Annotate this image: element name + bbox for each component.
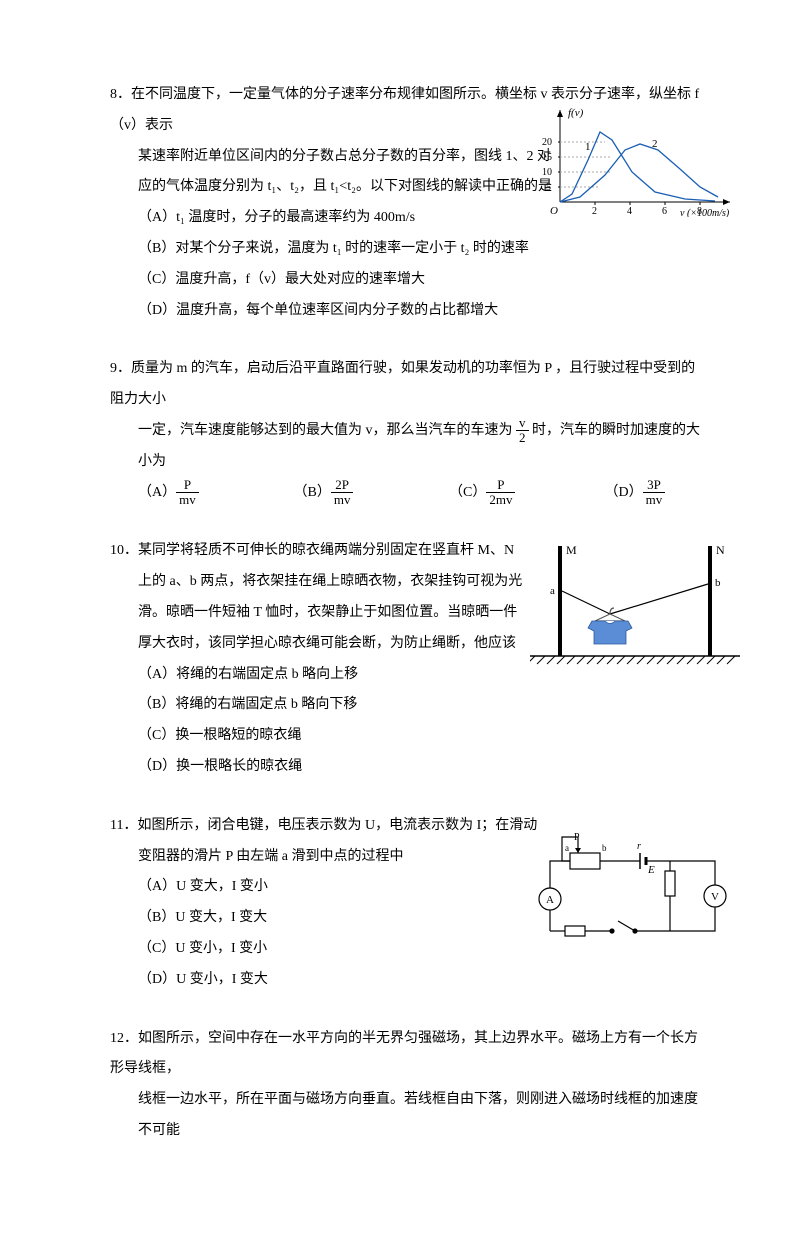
q11-optD: （D）U 变小，I 变大 [110, 965, 700, 996]
svg-text:r: r [637, 841, 641, 852]
q8-chart: 1 2 5 10 15 20 2 4 6 8 O f(v) v (×100m/s… [540, 102, 740, 217]
q9-text1: 质量为 m 的汽车，启动后沿平直路面行驶，如果发动机的功率恒为 P ，且行驶过程… [110, 361, 695, 407]
q8-optC: （C）温度升高，f（v）最大处对应的速率增大 [110, 265, 700, 296]
svg-text:E: E [647, 864, 655, 876]
svg-text:a: a [565, 843, 569, 853]
svg-text:10: 10 [542, 167, 552, 178]
svg-text:V: V [711, 891, 719, 903]
q9-optB: （B）2Pmv [294, 478, 390, 509]
svg-text:2: 2 [592, 206, 597, 217]
q8-optB: （B）对某个分子来说，温度为 t₁ 时的速率一定小于 t₂ 时的速率 [110, 234, 700, 265]
q10-num: 10． [110, 543, 138, 558]
q9-line2: 一定，汽车速度能够达到的最大值为 v，那么当汽车的车速为 v2 时，汽车的瞬时加… [110, 416, 700, 478]
q9-optD: （D）3Pmv [605, 478, 701, 509]
svg-text:f(v): f(v) [568, 107, 584, 119]
question-11: 11．如图所示，闭合电键，电压表示数为 U，电流表示数为 I；在滑动 变阻器的滑… [110, 811, 700, 996]
q12-text2: 线框一边水平，所在平面与磁场方向垂直。若线框自由下落，则刚进入磁场时线框的加速度… [110, 1085, 700, 1147]
svg-text:4: 4 [627, 206, 632, 217]
svg-text:M: M [566, 543, 577, 557]
svg-text:6: 6 [662, 206, 667, 217]
q9-optA: （A）Pmv [138, 478, 234, 509]
curve2-label: 2 [652, 138, 658, 150]
q8-num: 8． [110, 87, 131, 102]
svg-text:20: 20 [542, 137, 552, 148]
q11-num: 11． [110, 818, 137, 833]
q10-optC: （C）换一根略短的晾衣绳 [110, 721, 700, 752]
svg-text:15: 15 [542, 152, 552, 163]
q9-text2-pre: 一定，汽车速度能够达到的最大值为 v，那么当汽车的车速为 [138, 423, 513, 438]
q11-text1: 如图所示，闭合电键，电压表示数为 U，电流表示数为 I；在滑动 [137, 818, 537, 833]
q10-optD: （D）换一根略长的晾衣绳 [110, 752, 700, 783]
q9-optC: （C）P2mv [449, 478, 545, 509]
q12-text1: 如图所示，空间中存在一水平方向的半无界匀强磁场，其上边界水平。磁场上方有一个长方… [110, 1031, 698, 1077]
q10-optB: （B）将绳的右端固定点 b 略向下移 [110, 690, 700, 721]
q12-num: 12． [110, 1031, 138, 1046]
svg-text:b: b [715, 577, 721, 589]
frac-v2: v2 [516, 416, 529, 446]
svg-text:N: N [716, 543, 725, 557]
q11-circuit: A P a b r E [530, 831, 740, 951]
svg-text:O: O [550, 205, 558, 217]
q9-options: （A）Pmv （B）2Pmv （C）P2mv （D）3Pmv [110, 478, 700, 509]
svg-text:v (×100m/s): v (×100m/s) [680, 208, 730, 217]
svg-text:A: A [546, 894, 554, 906]
curve1-label: 1 [585, 141, 591, 153]
question-10: 10．某同学将轻质不可伸长的晾衣绳两端分别固定在竖直杆 M、N 上的 a、b 两… [110, 536, 700, 782]
svg-text:b: b [602, 843, 607, 853]
question-8: 8．在不同温度下，一定量气体的分子速率分布规律如图所示。横坐标 v 表示分子速率… [110, 80, 700, 326]
svg-text:a: a [550, 585, 555, 597]
q9-num: 9． [110, 361, 131, 376]
question-12: 12．如图所示，空间中存在一水平方向的半无界匀强磁场，其上边界水平。磁场上方有一… [110, 1024, 700, 1147]
q10-figure: M N a b [530, 536, 740, 676]
svg-text:5: 5 [546, 182, 551, 193]
q10-text1: 某同学将轻质不可伸长的晾衣绳两端分别固定在竖直杆 M、N [138, 543, 514, 558]
q8-optD: （D）温度升高，每个单位速率区间内分子数的占比都增大 [110, 296, 700, 327]
question-9: 9．质量为 m 的汽车，启动后沿平直路面行驶，如果发动机的功率恒为 P ，且行驶… [110, 354, 700, 508]
